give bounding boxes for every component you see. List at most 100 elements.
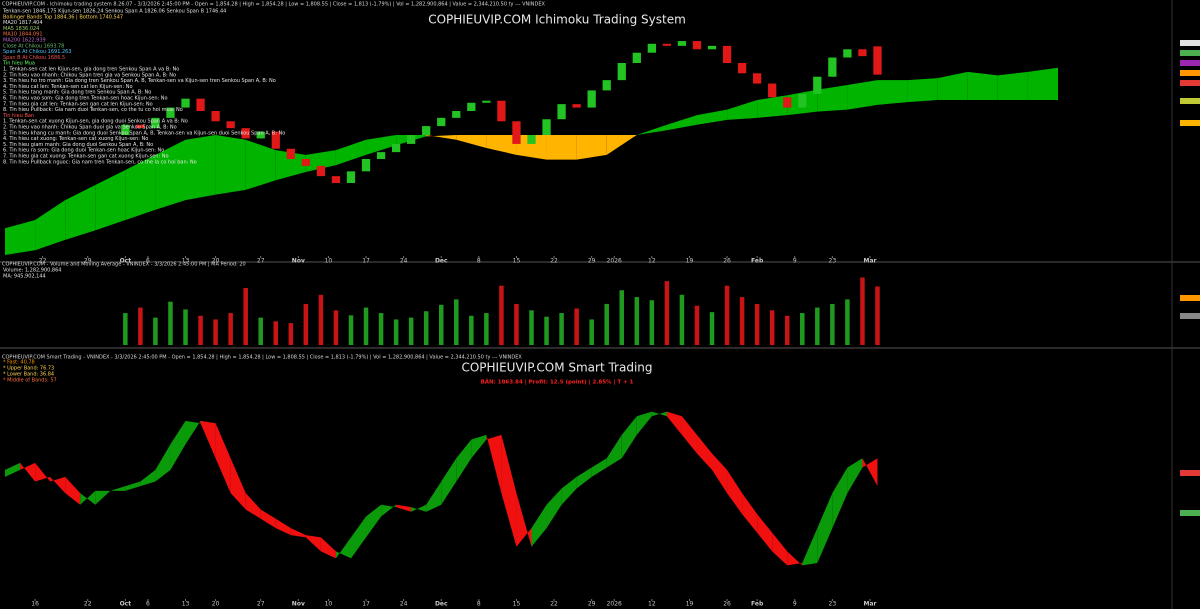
candle-body: [632, 52, 641, 63]
pane-header: COPHIEUVIP.COM - Volume and Moving Avera…: [2, 262, 246, 268]
oscillator-segment: [531, 504, 547, 547]
x-tick-label: 13: [182, 258, 190, 265]
cloud-segment: [847, 80, 878, 110]
volume-bar: [469, 315, 474, 345]
candle-body: [587, 90, 596, 108]
cloud-segment: [305, 150, 336, 173]
info-line: 3. Tin hieu khang cu manh: Gia dong duoi…: [3, 130, 285, 136]
candle-body: [391, 143, 401, 153]
oscillator-segment: [441, 458, 457, 505]
oscillator-segment: [35, 462, 51, 482]
axis-marker: [1180, 313, 1200, 319]
candle-body: [256, 131, 265, 139]
info-line: Volume: 1,282,900,864: [3, 268, 61, 274]
x-tick-label: Mar: [863, 258, 876, 265]
x-tick-label: 10: [325, 258, 333, 265]
candle-body: [828, 57, 837, 77]
oscillator-segment: [787, 551, 803, 566]
volume-bar: [574, 308, 579, 345]
x-tick-label: 17: [362, 258, 370, 265]
candle-body: [707, 45, 717, 50]
x-tick-label: Oct: [120, 258, 132, 265]
x-tick-label: 9: [793, 258, 797, 265]
x-tick-label: 9: [793, 601, 797, 608]
candle-body: [407, 135, 416, 144]
x-tick-label: 22: [84, 601, 92, 608]
volume-bar: [243, 287, 248, 345]
volume-bar: [393, 319, 399, 345]
candle-body: [542, 119, 551, 135]
x-tick-label: 12: [648, 258, 656, 265]
oscillator-segment: [606, 434, 622, 468]
x-tick-label: 27: [257, 258, 265, 265]
x-tick-label: 20: [212, 601, 220, 608]
cloud-segment: [727, 100, 758, 120]
candle-body: [286, 148, 295, 159]
info-line: 2. Tin hieu vao nhanh: Chikou Span tren …: [3, 72, 176, 78]
candle-body: [452, 111, 461, 118]
oscillator-segment: [561, 476, 577, 505]
pane-title: COPHIEUVIP.COM Smart Trading: [461, 361, 652, 375]
candle-body: [737, 63, 747, 74]
candle-body: [181, 98, 190, 108]
x-tick-label: 20: [212, 258, 220, 265]
x-tick-label: 27: [257, 601, 265, 608]
x-tick-label: 29: [84, 258, 92, 265]
oscillator-segment: [20, 462, 36, 482]
volume-bar: [438, 304, 444, 345]
volume-bar: [709, 312, 715, 345]
volume-bar: [875, 286, 880, 345]
oscillator-segment: [305, 535, 321, 552]
oscillator-segment: [381, 504, 397, 517]
oscillator-segment: [366, 504, 382, 538]
oscillator-segment: [712, 453, 728, 494]
x-tick-label: Nov: [292, 601, 305, 608]
candle-body: [753, 73, 762, 84]
volume-bar: [634, 297, 640, 345]
cloud-segment: [666, 115, 697, 131]
cloud-segment: [125, 154, 156, 221]
volume-bar: [754, 303, 760, 345]
info-line: 1. Tenkan-sen cat xuong Kijun-sen, gia d…: [3, 119, 188, 125]
oscillator-segment: [847, 458, 863, 494]
volume-bar: [258, 317, 263, 345]
cloud-segment: [456, 135, 487, 149]
volume-bar: [183, 309, 188, 345]
oscillator-segment: [471, 434, 487, 459]
candle-body: [843, 49, 852, 58]
volume-bar: [815, 307, 820, 345]
candle-body: [346, 171, 356, 183]
volume-bar: [153, 317, 158, 345]
volume-bar: [589, 319, 594, 345]
volume-bar: [739, 297, 745, 345]
info-line: MA5 1836.024: [3, 26, 39, 32]
candle-body: [467, 102, 476, 111]
axis-marker: [1180, 510, 1200, 516]
volume-bar: [529, 310, 534, 345]
x-tick-label: 19: [686, 258, 694, 265]
cloud-segment: [907, 78, 938, 103]
info-line: Tenkan-sen 1846.175 Kijun-sen 1826.24 Se…: [2, 9, 226, 15]
oscillator-segment: [215, 423, 231, 494]
cloud-segment: [636, 124, 667, 135]
volume-bar: [679, 294, 685, 345]
x-tick-label: 29: [588, 258, 596, 265]
x-tick-label: 15: [513, 258, 521, 265]
cloud-segment: [516, 135, 547, 160]
oscillator-segment: [200, 420, 216, 459]
candle-body: [301, 159, 310, 166]
x-tick-label: 22: [550, 258, 558, 265]
candle-body: [497, 100, 506, 122]
oscillator-segment: [260, 509, 276, 529]
oscillator-segment: [155, 444, 171, 482]
oscillator-segment: [411, 504, 427, 512]
ichimoku-cloud: [5, 67, 1058, 255]
cloud-segment: [65, 185, 96, 240]
oscillator-segment: [456, 439, 472, 482]
volume-bar: [604, 303, 609, 345]
cloud-segment: [576, 135, 607, 160]
axis-marker: [1180, 70, 1200, 76]
candle-body: [211, 111, 220, 122]
volume-bar: [273, 321, 279, 345]
